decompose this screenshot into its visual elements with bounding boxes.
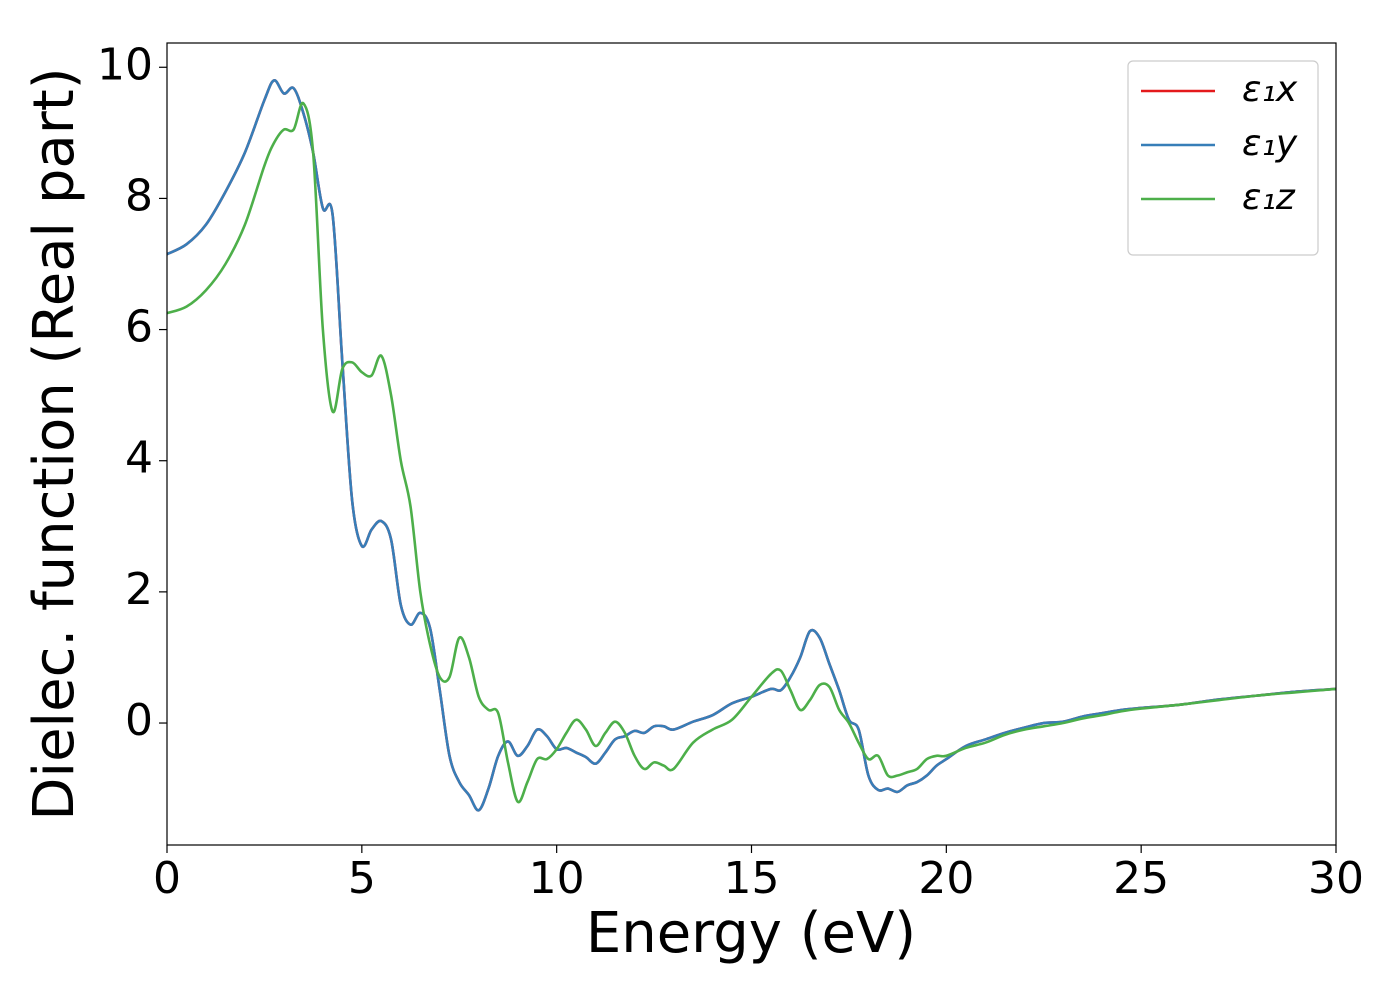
x-axis-label: Energy (eV) bbox=[586, 901, 916, 966]
y-tick-label: 6 bbox=[125, 302, 153, 353]
plot-frame bbox=[166, 42, 1337, 846]
x-tick-label: 15 bbox=[724, 853, 780, 904]
legend-label: ε₁y bbox=[1242, 123, 1298, 164]
y-tick-label: 4 bbox=[125, 433, 153, 484]
y-tick-label: 10 bbox=[97, 39, 153, 90]
y-tick-label: 8 bbox=[125, 170, 153, 221]
line-series bbox=[167, 101, 1336, 804]
x-tick-label: 20 bbox=[918, 853, 974, 904]
legend-box bbox=[1127, 60, 1319, 256]
x-tick-label: 10 bbox=[529, 853, 585, 904]
y-tick-label: 0 bbox=[125, 695, 153, 746]
y-axis-label: Dielec. function (Real part) bbox=[22, 67, 87, 820]
x-tick-label: 0 bbox=[153, 853, 181, 904]
x-tick-label: 5 bbox=[348, 853, 376, 904]
y-tick-label: 2 bbox=[125, 564, 153, 615]
legend-label: ε₁z bbox=[1242, 177, 1296, 218]
legend-label: ε₁x bbox=[1242, 69, 1298, 110]
x-tick-label: 30 bbox=[1308, 853, 1364, 904]
x-tick-label: 25 bbox=[1113, 853, 1169, 904]
